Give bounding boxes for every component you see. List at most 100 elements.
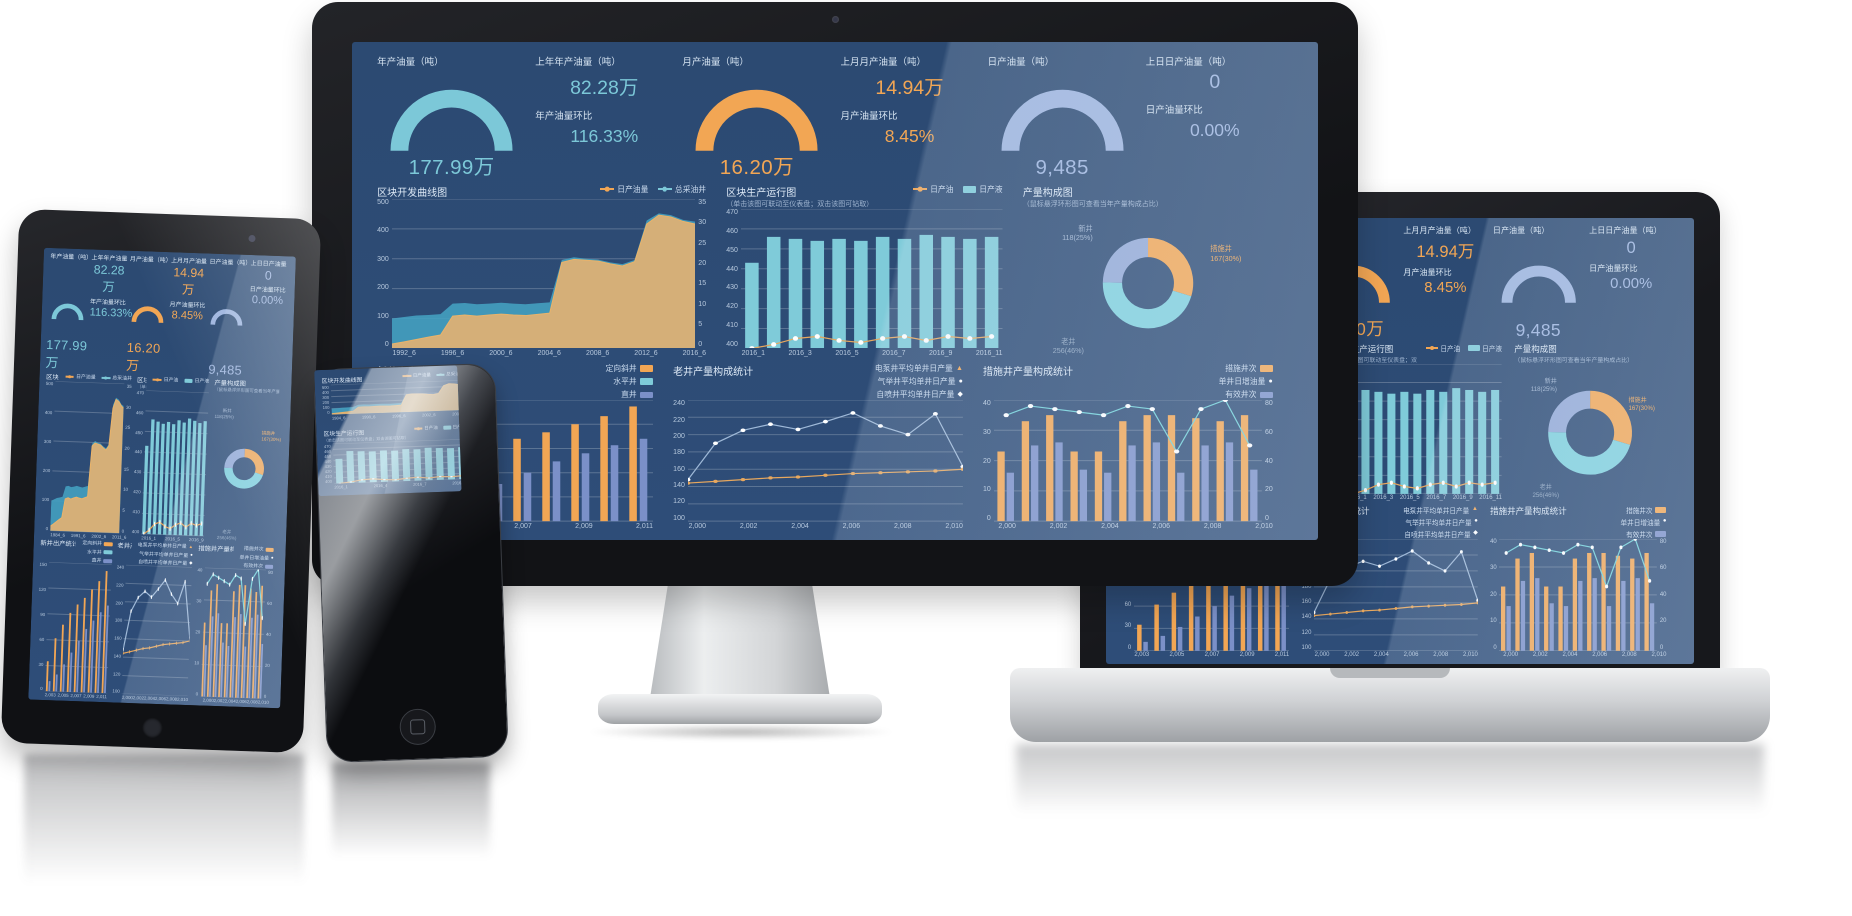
- legend-item-直井[interactable]: 直井: [621, 389, 654, 400]
- chart-block-curve-plot[interactable]: [50, 381, 125, 534]
- legend-item-措施井次[interactable]: 措施井次: [244, 545, 274, 553]
- chart-block-run-plot[interactable]: [741, 209, 1003, 349]
- legend-item-单井日增油量[interactable]: 单井日增油量 ●: [1219, 376, 1273, 387]
- y-tick: 160: [673, 465, 685, 473]
- chart-block-run-plot[interactable]: [332, 439, 462, 484]
- laptop-reflection: [1016, 744, 1764, 814]
- legend-item-日产液[interactable]: 日产液: [184, 377, 209, 385]
- chart-old-wells-header: 老井产量构成统计电泵井平均单井日产量▲气举井平均单井日产量●自喷井平均单井日产量…: [117, 541, 193, 568]
- monitor-stand-neck: [650, 584, 830, 698]
- chart-block-run-legend: 日产油 日产液: [152, 376, 210, 385]
- chart-block-curve-header: 区块开发曲线图 日产油量 总采油井: [377, 184, 706, 199]
- x-tick: 2016_9: [929, 350, 953, 357]
- chart-old-wells-titles: 老井产量构成统计: [673, 363, 753, 378]
- legend-item-总采油井[interactable]: 总采油井: [657, 184, 706, 195]
- y-tick: 420: [726, 303, 738, 311]
- tablet-home-button[interactable]: [142, 717, 163, 739]
- phone-home-button[interactable]: [399, 708, 437, 746]
- legend-item-日产油量[interactable]: 日产油量: [65, 373, 96, 381]
- legend-item-日产液[interactable]: 日产液: [1468, 343, 1502, 353]
- chart-block-run-titles: 区块生产运行图（单击该图可联动至仪表盘；双击该图可钻取）: [1334, 343, 1418, 364]
- chart-new-wells-plot[interactable]: [44, 562, 111, 693]
- legend-item-日产油[interactable]: 日产油: [912, 184, 953, 195]
- chart-stim-wells-plot[interactable]: [200, 567, 266, 699]
- kpi-prev-annual-oil: 上年年产油量（吨） 82.28万年产油量环比 116.33%: [535, 54, 682, 180]
- y-tick: 140: [673, 481, 685, 489]
- legend-item-水平井[interactable]: 水平井: [613, 376, 654, 387]
- x-tick: 2,004: [224, 698, 236, 705]
- chart-block-curve-plot[interactable]: [391, 199, 696, 349]
- chart-stim-wells-header: 措施井产量构成统计 措施井次 单井日增油量 ● 有效井次: [1490, 505, 1667, 539]
- legend-item-气举井平均单井日产量[interactable]: 气举井平均单井日产量 ●: [878, 376, 963, 387]
- chart-composition-titles: 产量构成图 （鼠标悬浮环形图可查看当年产量构成占比）: [1023, 184, 1163, 209]
- legend-item-有效井次[interactable]: 有效井次: [1626, 529, 1667, 539]
- legend-item-日产油[interactable]: 日产油: [152, 376, 179, 384]
- legend-item-水平井[interactable]: 水平井: [87, 548, 113, 556]
- chart-stim-wells-plot[interactable]: [1499, 538, 1657, 651]
- chart-block-run-plot[interactable]: [141, 391, 209, 537]
- chart-stim-wells-title: 措施井产量构成统计: [983, 366, 1074, 378]
- legend-marker-icon: ●: [1268, 378, 1273, 386]
- chart-old-wells-plot[interactable]: [688, 400, 963, 521]
- legend-item-单井日增油量[interactable]: 单井日增油量 ●: [239, 553, 273, 562]
- legend-marker-icon: ▲: [955, 364, 963, 372]
- legend-label: 单井日增油量: [1620, 519, 1661, 527]
- gauge-daily-oil: 9,485: [988, 68, 1137, 180]
- chart-block-curve-plot[interactable]: [330, 380, 462, 415]
- legend-item-电泵井平均单井日产量[interactable]: 电泵井平均单井日产量 ▲: [1403, 505, 1478, 515]
- legend-item-措施井次[interactable]: 措施井次: [1626, 505, 1667, 515]
- legend-item-定向斜井[interactable]: 定向斜井: [82, 540, 113, 548]
- chart-old-wells-plot[interactable]: [122, 565, 193, 696]
- legend-item-气举井平均单井日产量[interactable]: 气举井平均单井日产量 ●: [1405, 517, 1478, 527]
- kpi-sub-label: 日产油量环比: [1589, 264, 1638, 274]
- kpi-prev-monthly-oil: 上月月产油量（吨） 14.94万 月产油量环比 8.45%: [841, 54, 988, 180]
- legend-item-总采油井[interactable]: 总采油井: [101, 374, 132, 382]
- legend-item-日产油[interactable]: 日产油: [414, 425, 438, 432]
- x-tick: 2,010: [257, 699, 269, 706]
- legend-item-日产液[interactable]: 日产液: [962, 184, 1003, 195]
- x-tick: 2,006: [1592, 652, 1608, 659]
- chart-block-run-header: 区块生产运行图 （单击该图可联动至仪表盘；双击该图可钻取） 日产油 日产液: [1334, 343, 1502, 364]
- legend-item-单井日增油量[interactable]: 单井日增油量 ●: [1620, 517, 1666, 527]
- chart-block-run-plot[interactable]: [1346, 364, 1502, 494]
- x-tick: 2,002: [1532, 652, 1548, 659]
- legend-item-日产油量[interactable]: 日产油量: [402, 372, 431, 379]
- chart-composition-plot[interactable]: 新井 118(25%) 措施井 167(30%) 老井 256(46%): [1023, 209, 1273, 357]
- legend-item-日产油量[interactable]: 日产油量: [600, 184, 648, 195]
- chart-stim-wells-plot-area: 40 30 20 10 0 80 60 40 20 0: [1490, 538, 1667, 651]
- chart-composition-header: 产量构成图 （鼠标悬浮环形图可查看当年产量构成占比）: [1023, 184, 1273, 209]
- legend-item-定向斜井[interactable]: 定向斜井: [605, 363, 654, 374]
- y-tick: 420: [133, 489, 141, 495]
- kpi-label: 上日日产油量（吨）: [1589, 226, 1662, 236]
- x-tick: 2,004: [791, 523, 809, 531]
- chart-block-run-plot-area: 470 460 450 440 430 420 410 400: [726, 208, 1003, 349]
- legend-item-电泵井平均单井日产量[interactable]: 电泵井平均单井日产量 ▲: [138, 541, 194, 550]
- chart-block-curve: 区块开发曲线图 日产油量 总采油井 500 400 300 200 100 0 1984_6 199…: [322, 371, 462, 421]
- legend-item-自喷井平均单井日产量[interactable]: 自喷井平均单井日产量 ◆: [1404, 529, 1477, 539]
- x-tick: 2016_5: [1399, 495, 1420, 502]
- y-tick: 20: [1659, 618, 1667, 625]
- legend-dot-icon: [104, 376, 108, 380]
- legend-item-有效井次[interactable]: 有效井次: [1225, 389, 1273, 400]
- chart-stim-wells-plot[interactable]: [994, 400, 1262, 522]
- y-tick: 400: [726, 341, 738, 349]
- laptop-lid-notch: [1330, 668, 1450, 678]
- kpi-label: 上年年产油量（吨）: [91, 255, 128, 263]
- legend-item-电泵井平均单井日产量[interactable]: 电泵井平均单井日产量 ▲: [875, 363, 963, 374]
- chart-block-run-titles: 区块生产运行图（单击该图可联动至仪表盘；双击该图可钻取）: [726, 184, 873, 209]
- legend-item-日产油[interactable]: 日产油: [1425, 343, 1460, 353]
- legend-item-气举井平均单井日产量[interactable]: 气举井平均单井日产量 ●: [139, 550, 193, 559]
- kpi-prev-daily-oil: 上日日产油量（吨） 0 日产油量环比 0.00%: [247, 258, 290, 379]
- legend-item-总采油井[interactable]: 总采油井: [436, 371, 461, 378]
- legend-item-措施井次[interactable]: 措施井次: [1225, 363, 1273, 374]
- legend-item-自喷井平均单井日产量[interactable]: 自喷井平均单井日产量 ◆: [876, 389, 962, 400]
- chart-composition-plot[interactable]: 新井 118(25%) 措施井 167(30%) 老井 256(46%): [1514, 364, 1666, 501]
- legend-dot-icon: [416, 427, 420, 431]
- chart-composition-plot[interactable]: 新井 118(25%) 措施井 167(30%) 老井 256(46%): [209, 393, 281, 545]
- chart-block-run: 区块生产运行图（单击该图可联动至仪表盘；双击该图可钻取） 日产油 日产液 470 460…: [726, 184, 1022, 357]
- legend-item-日产液[interactable]: 日产液: [443, 424, 461, 431]
